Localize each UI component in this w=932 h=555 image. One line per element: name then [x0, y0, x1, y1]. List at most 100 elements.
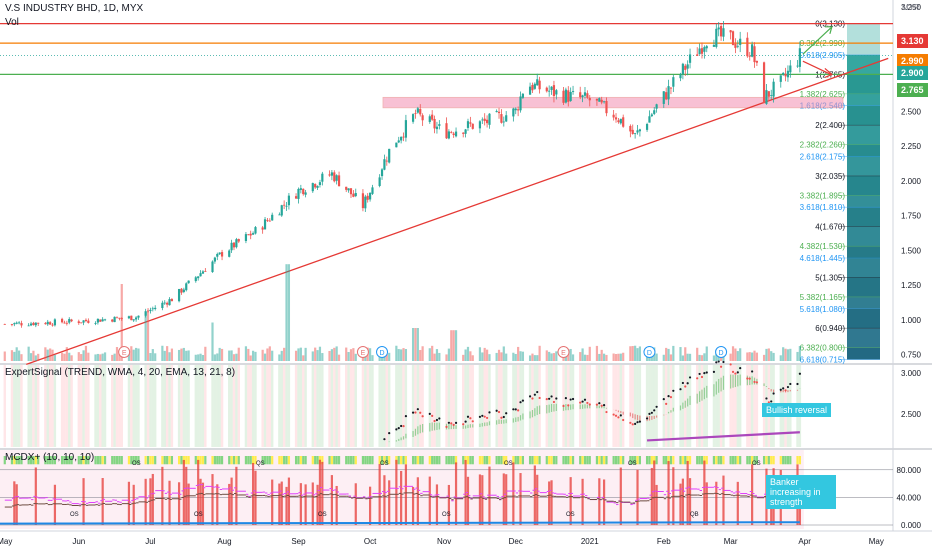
candle-body — [669, 87, 673, 89]
trend-bg-bar — [313, 365, 317, 447]
signal-dot — [538, 396, 541, 400]
mcdx-hot-bar — [254, 456, 257, 465]
volume-bar — [648, 355, 651, 361]
event-marker[interactable] — [376, 346, 389, 358]
volume-bar — [703, 353, 706, 361]
trend-bg-bar — [462, 365, 465, 447]
event-marker[interactable] — [715, 346, 728, 358]
mcdx-hot-bar — [796, 456, 799, 465]
volume-bar — [237, 347, 240, 361]
mcdx-hot-bar — [134, 456, 138, 465]
fib-level-label: 3.382(1.895) — [800, 191, 846, 200]
trend-bg-bar — [696, 365, 699, 447]
signal-dot — [588, 403, 591, 406]
mcdx-hot-bar — [285, 456, 288, 465]
event-marker[interactable] — [557, 346, 570, 358]
mcdx-hot-bar — [230, 456, 233, 465]
trend-bg-bar — [672, 365, 675, 447]
trend-bg-bar — [10, 365, 14, 447]
signal-dot — [545, 398, 548, 401]
trend-bg-bar — [270, 365, 274, 447]
mcdx-hot-bar — [483, 456, 486, 465]
candle-body — [636, 130, 639, 133]
volume-bar — [746, 352, 749, 361]
trend-bg-bar — [299, 365, 303, 447]
candle-body — [280, 205, 283, 216]
signal-dot — [431, 414, 434, 417]
event-marker[interactable] — [356, 346, 369, 358]
trend-bg-bar — [127, 365, 131, 447]
trend-bg-bar — [115, 365, 119, 447]
mcdx-hot-bar — [378, 456, 381, 465]
volume-bar — [445, 354, 448, 361]
indicator1-title[interactable]: ExpertSignal (TREND, WMA, 4, 20, EMA, 13… — [5, 367, 236, 378]
candle-body — [595, 98, 599, 101]
mcdx-hot-bar — [655, 456, 658, 465]
trend-bg-bar — [738, 365, 742, 447]
mcdx-hot-bar — [80, 456, 83, 465]
volume-bar — [232, 354, 236, 361]
mcdx-os-mark: OS — [504, 461, 513, 467]
candle-body — [249, 233, 252, 236]
mcdx-hot-bar — [302, 456, 305, 465]
event-marker[interactable] — [643, 346, 656, 358]
trend-bg-bar — [352, 365, 355, 447]
trend-bg-bar — [638, 365, 642, 447]
signal-dot — [500, 416, 503, 419]
indicator2-title[interactable]: MCDX+ (10, 10, 10) — [5, 452, 95, 463]
candle-body — [201, 271, 205, 274]
trend-bg-bar — [750, 365, 754, 447]
volume-bar — [414, 328, 417, 361]
mcdx-banker-bar — [619, 467, 622, 525]
signal-dot — [402, 424, 405, 428]
volume-bar — [550, 353, 553, 361]
volume-bar — [595, 345, 599, 361]
price-tick-label: 2.250 — [901, 142, 922, 151]
mcdx-banker-bar — [533, 465, 536, 525]
trend-bg-bar — [454, 365, 458, 447]
trend-bg-bar — [485, 365, 489, 447]
mcdx-banker-bar — [411, 487, 415, 525]
mcdx-hot-bar — [770, 456, 773, 465]
trend-bg-bar — [285, 365, 288, 447]
volume-bar — [739, 348, 742, 361]
trend-bg-bar — [137, 365, 140, 447]
volume-bar — [435, 349, 439, 361]
candle-body — [414, 113, 417, 115]
candle-body — [672, 77, 675, 87]
trend-bg-bar — [533, 365, 537, 447]
signal-dot — [612, 413, 615, 416]
candle-body — [538, 80, 541, 90]
time-axis-label: 2021 — [581, 537, 599, 546]
mcdx-hot-bar — [154, 456, 157, 465]
mcdx-hot-bar — [531, 456, 534, 465]
mcdx-hot-bar — [765, 456, 768, 465]
time-axis-label: Mar — [724, 537, 738, 546]
candle-body — [237, 239, 240, 242]
trend-bg-bar — [416, 365, 420, 447]
mcdx-banker-bar — [679, 483, 682, 525]
signal-dot — [497, 410, 501, 414]
mcdx-hot-bar — [555, 456, 558, 465]
currency-label[interactable]: MYR — [902, 3, 920, 12]
trend-bg-bar — [68, 365, 71, 447]
mcdx-banker-bar — [435, 484, 439, 525]
mcdx-banker-bar — [182, 459, 185, 525]
signal-dot — [786, 385, 790, 389]
trend-bg-bar — [251, 365, 255, 447]
projection-arrow-down — [802, 60, 832, 75]
volume-bar — [762, 354, 766, 361]
candle-body — [87, 320, 90, 323]
mcdx-hot-bar — [533, 456, 536, 465]
event-marker[interactable] — [118, 346, 131, 358]
trend-bg-bar — [170, 365, 174, 447]
mcdx-hot-bar — [96, 456, 99, 465]
volume-bar — [665, 347, 668, 361]
time-axis-label: Nov — [437, 537, 451, 546]
trend-bg-bar — [364, 365, 367, 447]
mcdx-hot-bar — [751, 456, 754, 465]
trend-bg-bar — [349, 365, 353, 447]
mcdx-hot-bar — [199, 456, 202, 465]
